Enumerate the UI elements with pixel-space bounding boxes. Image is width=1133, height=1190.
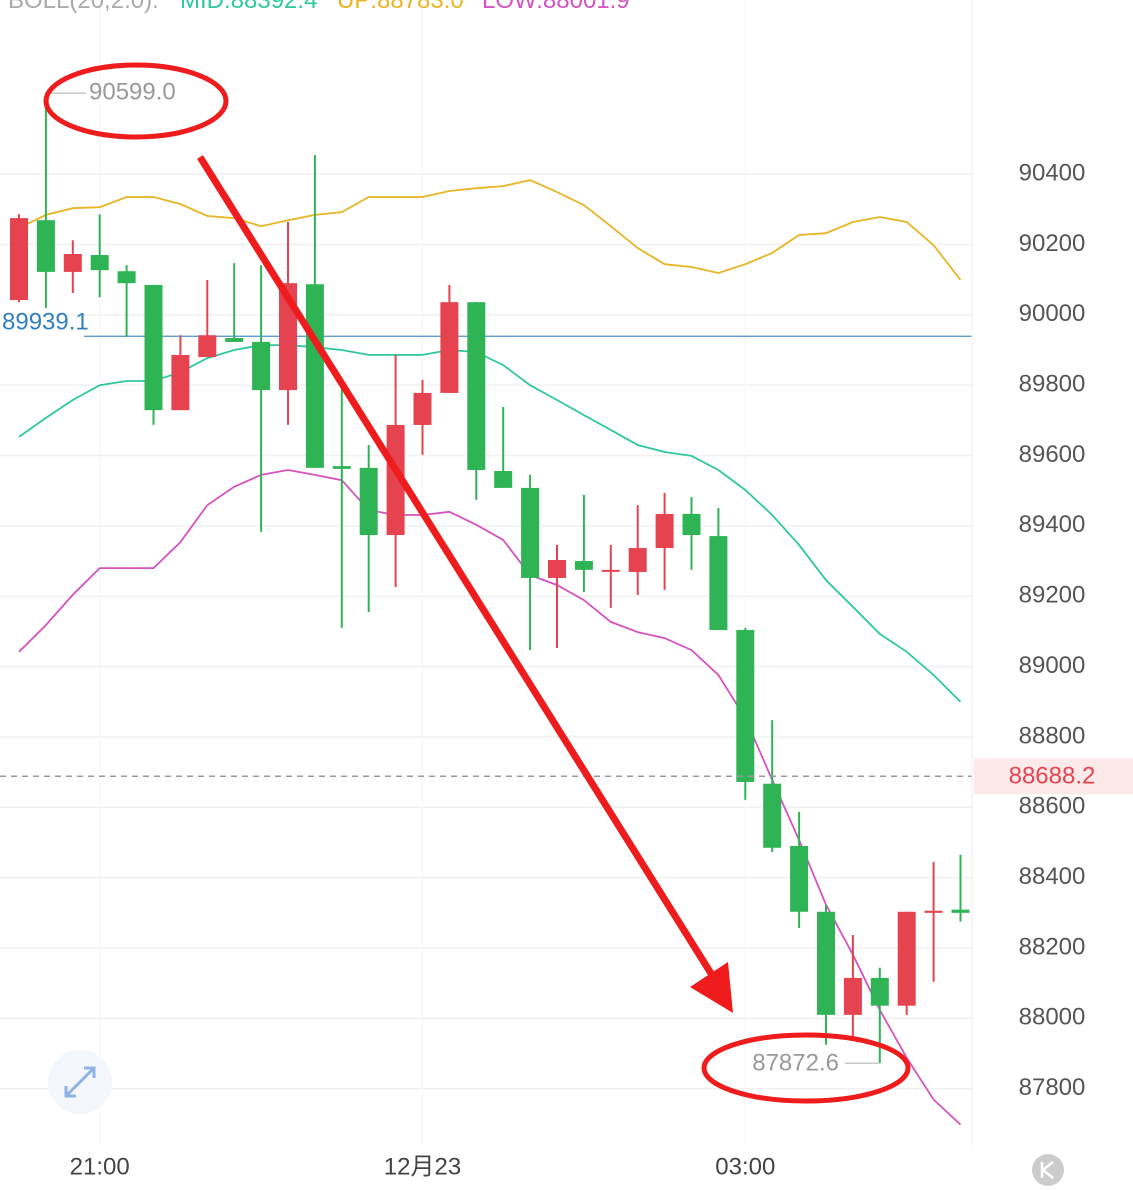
candle-body (198, 335, 217, 358)
k-button[interactable] (1032, 1154, 1064, 1186)
candle-body (440, 302, 459, 393)
candle-body (763, 783, 782, 848)
x-tick-label: 21:00 (70, 1153, 130, 1180)
candle-body (90, 255, 109, 271)
candle-body (817, 911, 835, 1015)
min-marker-label: 87872.6 (752, 1050, 839, 1077)
legend-entry: UP:88783.0 (337, 0, 464, 14)
last-price-label: 88688.2 (1009, 763, 1096, 790)
annotation-arrow (197, 155, 715, 977)
y-tick-label: 88800 (1019, 722, 1086, 749)
candle-body (682, 513, 701, 536)
reference-price-label: 89939.1 (2, 309, 89, 336)
candle-body (332, 466, 351, 469)
legend: BOLL(20,2.0): MID:88392.4 UP:88783.0 LOW… (8, 0, 630, 14)
y-tick-label: 87800 (1019, 1074, 1086, 1101)
band-line (18, 179, 962, 281)
candle-body (225, 338, 244, 342)
candle-body (10, 218, 28, 301)
candle-body (709, 536, 728, 631)
candle-body (494, 471, 513, 488)
candle-body (843, 977, 862, 1015)
candle-body (548, 560, 566, 578)
candle-body (467, 302, 486, 470)
candle-body (305, 284, 324, 468)
candle-body (736, 630, 755, 782)
max-marker-label: 90599.0 (89, 78, 176, 105)
candle-body (924, 910, 943, 913)
y-tick-label: 90000 (1019, 300, 1086, 327)
expand-button[interactable] (48, 1050, 112, 1114)
candle-body (601, 569, 620, 572)
plot (0, 104, 972, 1126)
legend-prefix: BOLL(20,2.0): (8, 0, 159, 14)
y-tick-label: 88600 (1019, 793, 1086, 820)
annotation-arrowhead (690, 962, 733, 1013)
y-tick-label: 88400 (1019, 863, 1086, 890)
candle-body (790, 845, 809, 912)
y-tick-label: 89800 (1019, 371, 1086, 398)
x-tick-label: 12月23 (384, 1153, 461, 1180)
candle-body (413, 392, 432, 425)
candle-body (897, 911, 916, 1006)
grid: 87800 88000 88200 88400 88600 88800 89000 89200… (0, 159, 1086, 1181)
candle-body (359, 467, 378, 536)
x-tick-label: 03:00 (715, 1153, 775, 1180)
y-tick-label: 90400 (1019, 159, 1086, 186)
y-tick-label: 88200 (1019, 933, 1086, 960)
candle-body (521, 487, 540, 578)
candle-body (63, 253, 82, 272)
overlay: 89939.1 88688.2 90599.0 87872.6 (0, 78, 1133, 1077)
candle-body (36, 220, 55, 272)
candle-body (574, 561, 593, 570)
y-tick-label: 89600 (1019, 441, 1086, 468)
annotation-ellipse (43, 62, 229, 140)
legend-entry: LOW:88001.9 (482, 0, 630, 14)
candle-body (655, 513, 674, 549)
candle-body (386, 424, 405, 536)
candle-body (117, 271, 136, 284)
candle-body (144, 284, 163, 411)
y-tick-label: 88000 (1019, 1004, 1086, 1031)
y-tick-label: 90200 (1019, 230, 1086, 257)
y-tick-label: 89400 (1019, 511, 1086, 538)
candle-body (628, 548, 647, 572)
y-tick-label: 89200 (1019, 582, 1086, 609)
candle-body (171, 354, 190, 411)
legend-entry: MID:88392.4 (180, 0, 317, 14)
annotation-ellipse (701, 1032, 911, 1104)
candle-body (951, 909, 970, 913)
candle-body (252, 341, 271, 391)
price-label-bg (0, 320, 84, 351)
y-tick-label: 89000 (1019, 652, 1086, 679)
last-price-box (974, 758, 1133, 795)
candle-body (870, 977, 889, 1006)
